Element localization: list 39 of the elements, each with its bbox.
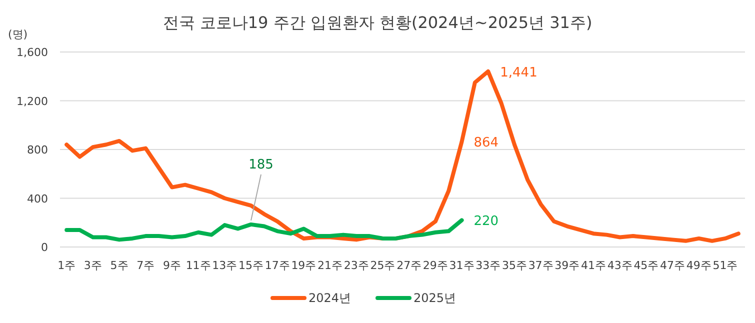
- chart-title: 전국 코로나19 주간 입원환자 현황(2024년~2025년 31주): [162, 13, 592, 32]
- data-label: 185: [248, 157, 274, 172]
- x-tick-label: 33주: [476, 259, 501, 272]
- y-tick-label: 800: [27, 144, 48, 156]
- x-tick-label: 1주: [58, 259, 76, 272]
- x-tick-label: 23주: [344, 259, 369, 272]
- x-tick-label: 29주: [422, 259, 448, 272]
- data-label: 220: [474, 214, 499, 230]
- x-tick-label: 49주: [686, 259, 712, 272]
- x-tick-label: 13주: [212, 259, 238, 272]
- x-tick-label: 41주: [581, 259, 606, 272]
- x-tick-label: 19주: [291, 259, 316, 272]
- x-tick-label: 25주: [370, 259, 396, 272]
- x-tick-label: 47주: [660, 259, 686, 272]
- x-tick-label: 45주: [634, 259, 659, 272]
- x-tick-label: 51주: [712, 259, 738, 272]
- y-tick-label: 0: [41, 241, 48, 254]
- x-tick-label: 11주: [186, 259, 211, 272]
- x-tick-label: 3주: [84, 259, 102, 272]
- data-label: 1,441: [500, 65, 538, 80]
- x-tick-label: 9주: [162, 259, 181, 272]
- data-label: 864: [474, 136, 499, 151]
- x-tick-label: 37주: [528, 259, 554, 272]
- x-tick-label: 43주: [607, 259, 632, 272]
- x-tick-label: 27주: [396, 259, 422, 272]
- x-tick-label: 15주: [238, 259, 264, 272]
- y-tick-label: 400: [27, 192, 48, 206]
- x-tick-label: 21주: [318, 259, 343, 272]
- x-tick-label: 35주: [502, 259, 527, 272]
- y-tick-label: 1,200: [16, 94, 48, 108]
- legend-label: 2024년: [308, 291, 352, 305]
- x-tick-label: 39주: [554, 259, 580, 272]
- x-tick-label: 5주: [110, 259, 128, 272]
- x-tick-label: 7주: [136, 259, 155, 272]
- legend-label: 2025년: [414, 291, 456, 305]
- y-tick-label: 1,600: [16, 46, 48, 59]
- x-tick-label: 17주: [264, 259, 290, 272]
- y-axis-title: (명): [8, 28, 28, 41]
- x-tick-label: 31주: [449, 259, 474, 272]
